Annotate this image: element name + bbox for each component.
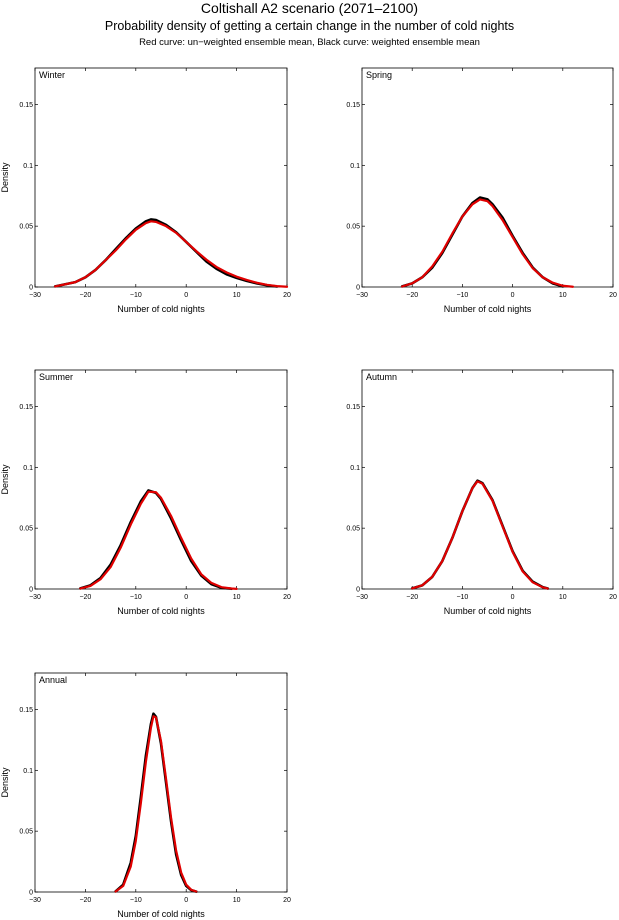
panel-3-ytick-label-3: 0.15 [346,404,360,411]
panel-0-unweighted-curve [54,220,289,288]
panel-3-unweighted-curve [411,480,549,590]
panel-2-ytick-label-0: 0 [29,587,33,594]
panel-1-unweighted-curve [401,198,574,288]
panel-0-plot-area [34,67,288,288]
panel-4-ylabel: Density [0,767,10,798]
panel-2-ytick-label-1: 0.05 [19,526,33,533]
panel-4-unweighted-curve [114,715,198,893]
panel-4: −30 −20 −10 0 10 20 0 0.05 0.1 0.15 Number of cold… [0,672,291,919]
panel-0-xtick-label-3: 0 [184,292,188,299]
panel-1-xtick-label-4: 10 [559,292,567,299]
panel-2-xtick-label-0: −30 [29,594,41,601]
panel-0-xtick-label-1: −20 [79,292,91,299]
panel-3-xlabel: Number of cold nights [444,606,532,616]
panel-1-xtick-label-5: 20 [609,292,617,299]
panel-3-xtick-label-3: 0 [511,594,515,601]
panel-4-xtick-label-5: 20 [283,897,291,904]
panel-3-xtick-label-0: −30 [356,594,368,601]
panel-4-season-label: Annual [39,675,67,685]
panel-2-xtick-label-1: −20 [79,594,91,601]
panel-2-unweighted-curve [79,490,238,590]
panel-3-xtick-label-5: 20 [609,594,617,601]
panel-1: −30 −20 −10 0 10 20 0 0.05 0.1 0.15 Number of cold… [346,67,617,314]
panel-0-ylabel: Density [0,162,10,193]
panel-0-xtick-label-2: −10 [130,292,142,299]
panel-3-xtick-label-2: −10 [456,594,468,601]
panel-1-ytick-label-1: 0.05 [346,224,360,231]
panel-4-xtick-label-0: −30 [29,897,41,904]
panel-3-season-label: Autumn [366,372,397,382]
panel-2-xlabel: Number of cold nights [117,606,205,616]
panel-3: −30 −20 −10 0 10 20 0 0.05 0.1 0.15 Number of cold… [346,369,617,616]
panel-0-xtick-label-5: 20 [283,292,291,299]
panel-1-ytick-label-3: 0.15 [346,102,360,109]
panel-1-season-label: Spring [366,70,392,80]
panel-0-xlabel: Number of cold nights [117,304,205,314]
panel-3-plot-area [361,369,614,590]
page-title: Coltishall A2 scenario (2071–2100) [200,0,419,16]
panel-1-xtick-label-3: 0 [511,292,515,299]
panel-0-ytick-label-3: 0.15 [19,102,33,109]
panel-0-ytick-label-1: 0.05 [19,224,33,231]
chart-subtitle: Probability density of getting a certain… [104,19,515,33]
panel-0-ytick-label-0: 0 [29,285,33,292]
panel-3-ytick-label-2: 0.1 [350,465,360,472]
panel-2-season-label: Summer [39,372,73,382]
panel-4-xtick-label-2: −10 [130,897,142,904]
panel-2: −30 −20 −10 0 10 20 0 0.05 0.1 0.15 Number of cold… [0,369,291,616]
panel-4-xtick-label-1: −20 [79,897,91,904]
panel-1-xtick-label-2: −10 [456,292,468,299]
panel-1-ytick-label-0: 0 [356,285,360,292]
panel-2-plot-area [34,369,288,590]
panel-0-xtick-label-4: 10 [233,292,241,299]
panel-2-ytick-label-2: 0.1 [23,465,33,472]
panel-2-xtick-label-3: 0 [184,594,188,601]
panel-1-xtick-label-1: −20 [406,292,418,299]
panel-3-ytick-label-0: 0 [356,587,360,594]
panel-1-ytick-label-2: 0.1 [350,163,360,170]
panel-4-ytick-label-1: 0.05 [19,829,33,836]
panel-2-ylabel: Density [0,464,10,495]
panel-4-plot-area [34,672,288,893]
panel-0-xtick-label-0: −30 [29,292,41,299]
panel-4-xtick-label-3: 0 [184,897,188,904]
panel-4-ytick-label-3: 0.15 [19,707,33,714]
panel-4-ytick-label-2: 0.1 [23,768,33,775]
panel-0-ytick-label-2: 0.1 [23,163,33,170]
panel-3-xtick-label-1: −20 [406,594,418,601]
panel-3-ytick-label-1: 0.05 [346,526,360,533]
panel-2-xtick-label-5: 20 [283,594,291,601]
panel-0: −30 −20 −10 0 10 20 0 0.05 0.1 0.15 Number of cold… [0,67,291,314]
panel-0-season-label: Winter [39,70,65,80]
panel-4-ytick-label-0: 0 [29,890,33,897]
panel-3-xtick-label-4: 10 [559,594,567,601]
panel-2-ytick-label-3: 0.15 [19,404,33,411]
panel-2-xtick-label-2: −10 [130,594,142,601]
panel-2-xtick-label-4: 10 [233,594,241,601]
panel-1-xtick-label-0: −30 [356,292,368,299]
panel-4-xlabel: Number of cold nights [117,909,205,919]
panel-4-xtick-label-4: 10 [233,897,241,904]
panel-1-plot-area [361,67,614,288]
legend-note: Red curve: un−weighted ensemble mean, Bl… [139,37,480,48]
panel-1-xlabel: Number of cold nights [444,304,532,314]
